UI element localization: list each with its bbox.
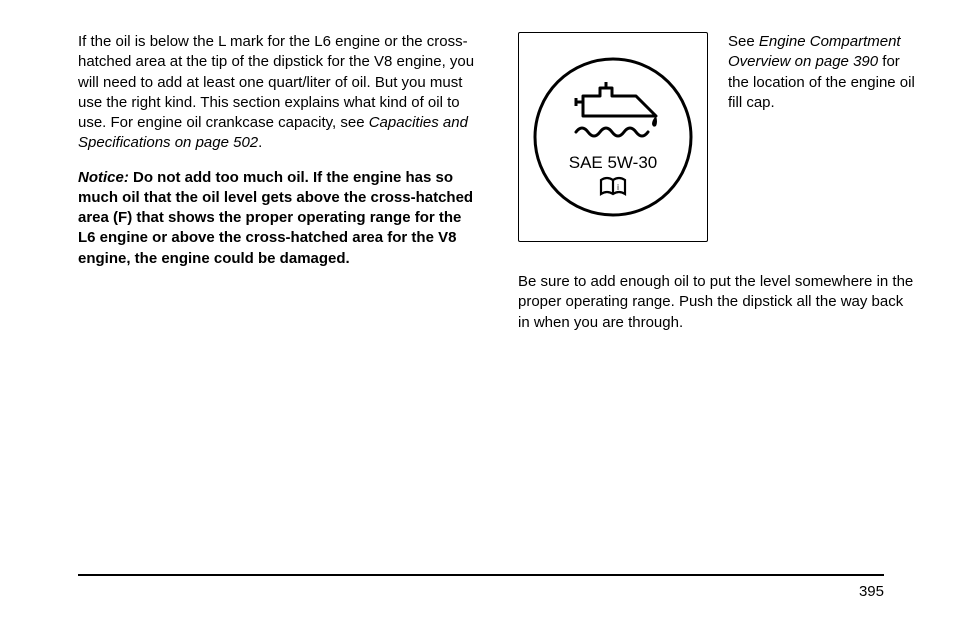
notice-paragraph: Notice: Do not add too much oil. If the … xyxy=(78,168,478,269)
paragraph-add-oil: Be sure to add enough oil to put the lev… xyxy=(518,272,918,333)
left-column: If the oil is below the L mark for the L… xyxy=(78,32,478,347)
manual-book-icon: i xyxy=(601,178,625,194)
ref-text-a: See xyxy=(728,33,759,50)
para1-text-b: . xyxy=(258,134,262,151)
oil-cap-figure: SAE 5W-30 i xyxy=(518,32,708,242)
svg-text:i: i xyxy=(617,183,619,192)
oil-spec-text: SAE 5W-30 xyxy=(569,153,658,172)
right-top-row: SAE 5W-30 i See Engine Compartment Overv… xyxy=(518,32,918,242)
footer-divider xyxy=(78,574,884,576)
page-content: If the oil is below the L mark for the L… xyxy=(0,0,954,347)
page-number: 395 xyxy=(859,583,884,600)
paragraph-oil-level: If the oil is below the L mark for the L… xyxy=(78,32,478,154)
oil-cap-icon: SAE 5W-30 i xyxy=(528,52,698,222)
engine-compartment-ref: See Engine Compartment Overview on page … xyxy=(728,32,918,242)
right-column: SAE 5W-30 i See Engine Compartment Overv… xyxy=(518,32,918,347)
notice-label: Notice: xyxy=(78,169,129,186)
notice-body: Do not add too much oil. If the engine h… xyxy=(78,169,473,267)
